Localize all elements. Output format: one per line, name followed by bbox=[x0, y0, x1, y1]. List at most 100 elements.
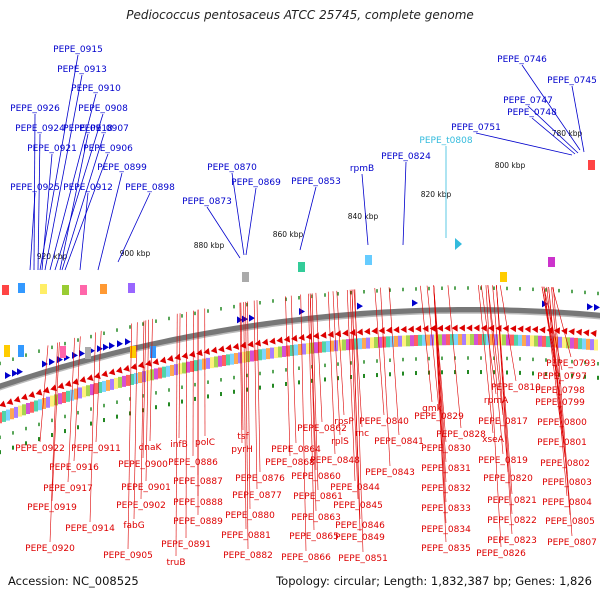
tick-mark bbox=[168, 402, 170, 407]
tick-mark bbox=[350, 290, 352, 295]
reverse-gene-glyph bbox=[590, 329, 597, 337]
gene-label: xseA bbox=[482, 435, 505, 445]
tick-mark bbox=[259, 385, 261, 390]
tick-mark bbox=[25, 353, 27, 357]
cog-band-segment bbox=[58, 393, 62, 405]
tick-mark bbox=[64, 341, 66, 346]
gene-label: PEPE_0876 bbox=[235, 474, 285, 484]
cog-band-segment bbox=[114, 377, 118, 389]
tick-mark bbox=[454, 370, 456, 375]
gene-label: PEPE_0900 bbox=[118, 460, 168, 470]
cog-band-segment bbox=[586, 338, 590, 350]
cog-band-segment bbox=[210, 357, 214, 369]
gene-label: PEPE_0819 bbox=[478, 456, 528, 466]
cog-band-segment bbox=[282, 345, 286, 357]
tick-mark bbox=[337, 376, 339, 381]
label-leader-line bbox=[178, 313, 181, 439]
gene-label: PEPE_0864 bbox=[271, 445, 321, 455]
label-leader-line bbox=[240, 302, 244, 431]
cog-band-segment bbox=[526, 335, 530, 347]
gene-label: PEPE_0926 bbox=[10, 104, 60, 114]
gene-label: PEPE_0840 bbox=[359, 417, 409, 427]
label-leader-line bbox=[245, 187, 257, 256]
label-leader-line bbox=[140, 320, 145, 500]
cog-band-segment bbox=[298, 344, 302, 355]
tick-mark bbox=[324, 293, 326, 297]
trna-glyph bbox=[455, 238, 462, 250]
tick-mark bbox=[246, 387, 248, 392]
label-leader-line bbox=[527, 105, 579, 154]
cog-band-segment bbox=[250, 350, 254, 362]
cog-band-segment bbox=[26, 403, 30, 415]
gene-label: PEPE_0848 bbox=[310, 456, 360, 466]
tick-mark bbox=[441, 370, 443, 375]
tick-mark bbox=[77, 338, 79, 342]
tick-mark bbox=[181, 385, 183, 390]
label-leader-line bbox=[44, 74, 83, 271]
forward-cog-box bbox=[242, 272, 249, 282]
label-leader-line bbox=[354, 289, 364, 553]
reverse-cog-box bbox=[85, 347, 91, 359]
gene-label: PEPE_0843 bbox=[365, 468, 415, 478]
cog-band-segment bbox=[426, 334, 430, 346]
tick-mark bbox=[298, 296, 300, 300]
forward-gene-glyph bbox=[249, 314, 255, 322]
tick-mark bbox=[376, 373, 378, 378]
tick-mark bbox=[467, 370, 469, 375]
gene-label: rpmA bbox=[484, 396, 509, 406]
cog-band-segment bbox=[126, 374, 130, 386]
tick-mark bbox=[532, 287, 534, 292]
cog-band-segment bbox=[390, 336, 394, 348]
cog-band-segment bbox=[142, 371, 146, 383]
cog-band-segment bbox=[194, 360, 198, 372]
reverse-gene-glyph bbox=[247, 340, 254, 348]
reverse-gene-glyph bbox=[115, 366, 123, 374]
tick-mark bbox=[493, 370, 495, 375]
gene-label: PEPE_0919 bbox=[27, 503, 77, 513]
tick-mark bbox=[0, 361, 1, 366]
cog-band-segment bbox=[438, 334, 442, 346]
cog-band-segment bbox=[510, 334, 514, 346]
label-leader-line bbox=[253, 300, 258, 490]
cog-band-segment bbox=[54, 394, 58, 406]
cog-band-segment bbox=[174, 364, 178, 376]
label-leader-line bbox=[521, 64, 581, 151]
tick-mark bbox=[506, 286, 508, 291]
cog-band-segment bbox=[466, 334, 470, 346]
label-leader-line bbox=[380, 287, 391, 467]
cog-band-segment bbox=[122, 375, 126, 387]
gene-label: fabG bbox=[123, 521, 144, 531]
tick-mark bbox=[272, 383, 274, 388]
cog-band-segment bbox=[518, 334, 522, 346]
gene-label: PEPE_0873 bbox=[182, 197, 232, 207]
cog-band-segment bbox=[522, 335, 526, 347]
cog-band-segment bbox=[354, 338, 358, 350]
cog-band-segment bbox=[258, 349, 262, 361]
tick-mark bbox=[77, 410, 79, 415]
label-leader-line bbox=[402, 161, 407, 246]
cog-band-segment bbox=[406, 335, 410, 347]
reverse-cog-box bbox=[60, 346, 66, 358]
scale-ticks-layer: 780 kbp 800 kbp 820 kbp 840 kbp 860 kbp 880 k… bbox=[0, 129, 599, 455]
reverse-gene-glyph bbox=[42, 386, 50, 394]
label-leader-line bbox=[485, 285, 502, 548]
cog-band-segment bbox=[566, 337, 570, 349]
forward-gene-glyph bbox=[5, 372, 11, 379]
label-leader-line bbox=[59, 133, 89, 271]
tick-mark bbox=[389, 372, 391, 377]
tick-mark bbox=[298, 366, 300, 370]
reverse-gene-glyph bbox=[196, 349, 203, 357]
cog-band-segment bbox=[46, 396, 50, 408]
tick-mark bbox=[181, 314, 183, 318]
tick-mark bbox=[12, 431, 14, 435]
reverse-gene-glyph bbox=[400, 325, 407, 333]
cog-band-segment bbox=[470, 334, 474, 346]
forward-cog-box bbox=[18, 283, 25, 293]
reverse-gene-glyph bbox=[21, 393, 28, 401]
reverse-gene-glyph bbox=[145, 359, 152, 367]
tick-mark bbox=[571, 359, 573, 364]
reverse-gene-glyph bbox=[181, 352, 189, 359]
cog-band-segment bbox=[570, 337, 574, 349]
gene-label: rplS bbox=[331, 437, 349, 447]
gene-label: PEPE_0807 bbox=[547, 538, 597, 548]
